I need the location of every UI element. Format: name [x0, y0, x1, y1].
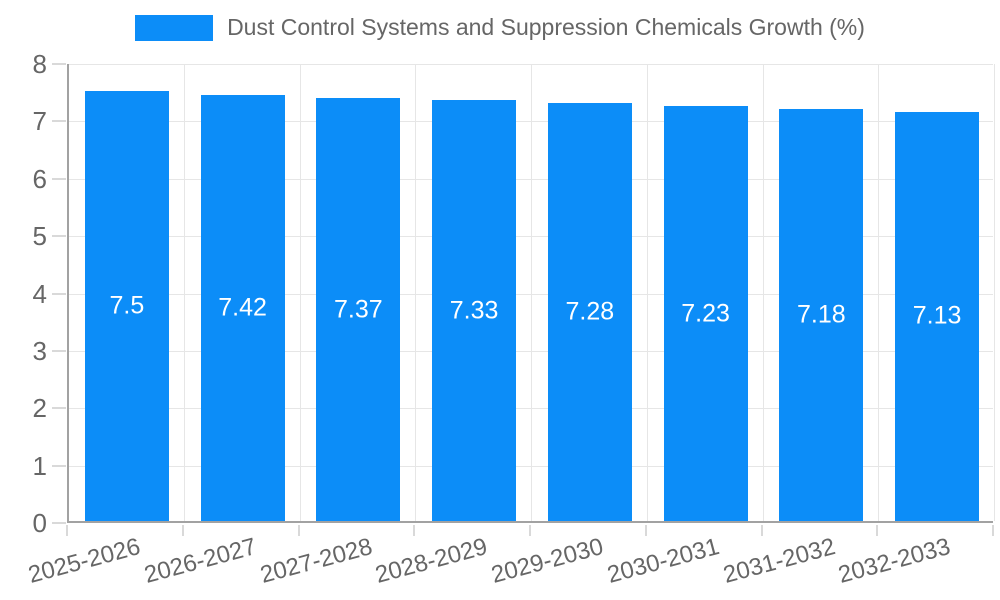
bar[interactable]: 7.37	[316, 98, 401, 521]
x-tick-label: 2028-2029	[372, 533, 491, 589]
bar-value-label: 7.13	[912, 301, 962, 330]
legend-swatch-icon	[135, 14, 214, 41]
y-axis-tick	[52, 292, 66, 295]
bar-value-label: 7.5	[109, 291, 145, 320]
x-tick-label: 2032-2033	[835, 533, 954, 589]
y-axis-tick	[52, 120, 66, 123]
gridline-vertical	[994, 64, 995, 521]
bar[interactable]: 7.42	[200, 95, 285, 521]
x-tick-label: 2026-2027	[141, 533, 260, 589]
bar-value-label: 7.23	[681, 299, 730, 328]
y-tick-label: 7	[32, 106, 47, 137]
y-axis-tick	[52, 63, 66, 65]
x-tick-label: 2031-2032	[719, 533, 838, 589]
x-tick-label: 2030-2031	[604, 533, 723, 589]
bar[interactable]: 7.5	[84, 90, 169, 521]
gridline-vertical	[299, 64, 301, 521]
gridline-vertical	[183, 64, 185, 521]
y-tick-label: 0	[32, 508, 47, 538]
bar-value-label: 7.37	[334, 295, 383, 324]
gridline-vertical	[415, 64, 417, 521]
gridline-vertical	[531, 64, 532, 521]
y-tick-label: 3	[32, 335, 47, 366]
y-tick-label: 1	[32, 450, 47, 481]
bar[interactable]: 7.33	[432, 100, 517, 521]
y-axis-tick	[52, 177, 66, 180]
y-axis-tick	[52, 235, 66, 238]
x-axis-tick	[297, 525, 300, 536]
bar-value-label: 7.18	[797, 300, 846, 329]
x-axis-tick	[413, 525, 416, 536]
bar[interactable]: 7.23	[663, 106, 748, 521]
bar-value-label: 7.33	[449, 296, 499, 325]
y-tick-label: 6	[32, 163, 47, 194]
x-axis-tick	[644, 525, 647, 536]
x-axis-tick	[66, 525, 68, 536]
x-axis-tick	[181, 525, 184, 536]
legend-label: Dust Control Systems and Suppression Che…	[227, 14, 865, 40]
gridline-vertical	[762, 64, 764, 521]
bar[interactable]: 7.18	[779, 109, 864, 521]
plot-area: 7.5 7.42 7.37 7.33 7.28 7.23 7.18 7.13	[67, 64, 995, 523]
y-tick-label: 2	[32, 393, 47, 424]
x-tick-label: 2025-2026	[25, 533, 144, 589]
y-tick-label: 4	[32, 278, 47, 309]
x-axis-tick	[992, 525, 994, 536]
gridline-vertical	[878, 64, 880, 521]
y-axis-tick	[52, 349, 66, 352]
gridline-vertical	[646, 64, 648, 521]
bar-value-label: 7.42	[218, 293, 267, 322]
bar[interactable]: 7.28	[547, 103, 632, 521]
x-axis-tick	[876, 525, 879, 536]
y-axis-tick	[52, 522, 66, 524]
bar-value-label: 7.28	[565, 297, 615, 326]
y-axis-tick	[52, 407, 66, 410]
legend[interactable]: Dust Control Systems and Suppression Che…	[0, 14, 1000, 41]
x-tick-label: 2029-2030	[488, 533, 607, 589]
x-axis-tick	[760, 525, 763, 536]
y-axis-tick	[52, 464, 66, 467]
bar[interactable]: 7.13	[895, 111, 980, 521]
y-tick-label: 8	[32, 49, 47, 79]
x-axis-tick	[529, 525, 531, 536]
y-tick-label: 5	[32, 221, 47, 252]
x-tick-label: 2027-2028	[256, 533, 375, 589]
